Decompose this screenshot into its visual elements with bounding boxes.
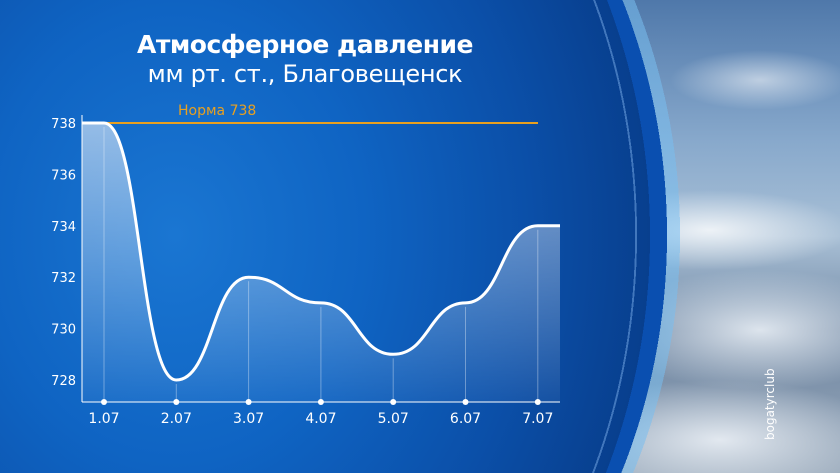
area-fill xyxy=(82,123,560,402)
x-tick-label: 5.07 xyxy=(378,411,409,427)
chart-title: Атмосферное давление xyxy=(137,30,473,59)
x-tick-label: 7.07 xyxy=(522,411,553,427)
chart-subtitle: мм рт. ст., Благовещенск xyxy=(147,60,463,88)
x-tick-dot xyxy=(245,399,252,405)
x-tick-dot xyxy=(390,399,397,405)
pressure-line xyxy=(82,121,560,382)
norm-label: Норма 738 xyxy=(178,103,256,119)
x-tick-dot xyxy=(462,399,469,405)
y-tick-label: 738 xyxy=(51,117,76,132)
x-tick-dot xyxy=(173,399,180,405)
x-tick-label: 2.07 xyxy=(161,411,192,427)
watermark: bogatyrclub xyxy=(763,368,777,440)
x-tick-label: 3.07 xyxy=(233,411,264,427)
y-tick-label: 728 xyxy=(51,374,76,389)
x-tick-label: 1.07 xyxy=(88,411,119,427)
y-tick-label: 734 xyxy=(51,220,76,235)
x-tick-label: 6.07 xyxy=(450,411,481,427)
x-tick-dot xyxy=(317,399,324,405)
y-tick-label: 732 xyxy=(51,271,76,286)
x-tick-dot xyxy=(101,399,107,405)
y-tick-label: 730 xyxy=(51,323,76,338)
x-tick-dot xyxy=(534,399,541,405)
x-tick-label: 4.07 xyxy=(305,411,336,427)
y-tick-label: 736 xyxy=(51,168,76,183)
